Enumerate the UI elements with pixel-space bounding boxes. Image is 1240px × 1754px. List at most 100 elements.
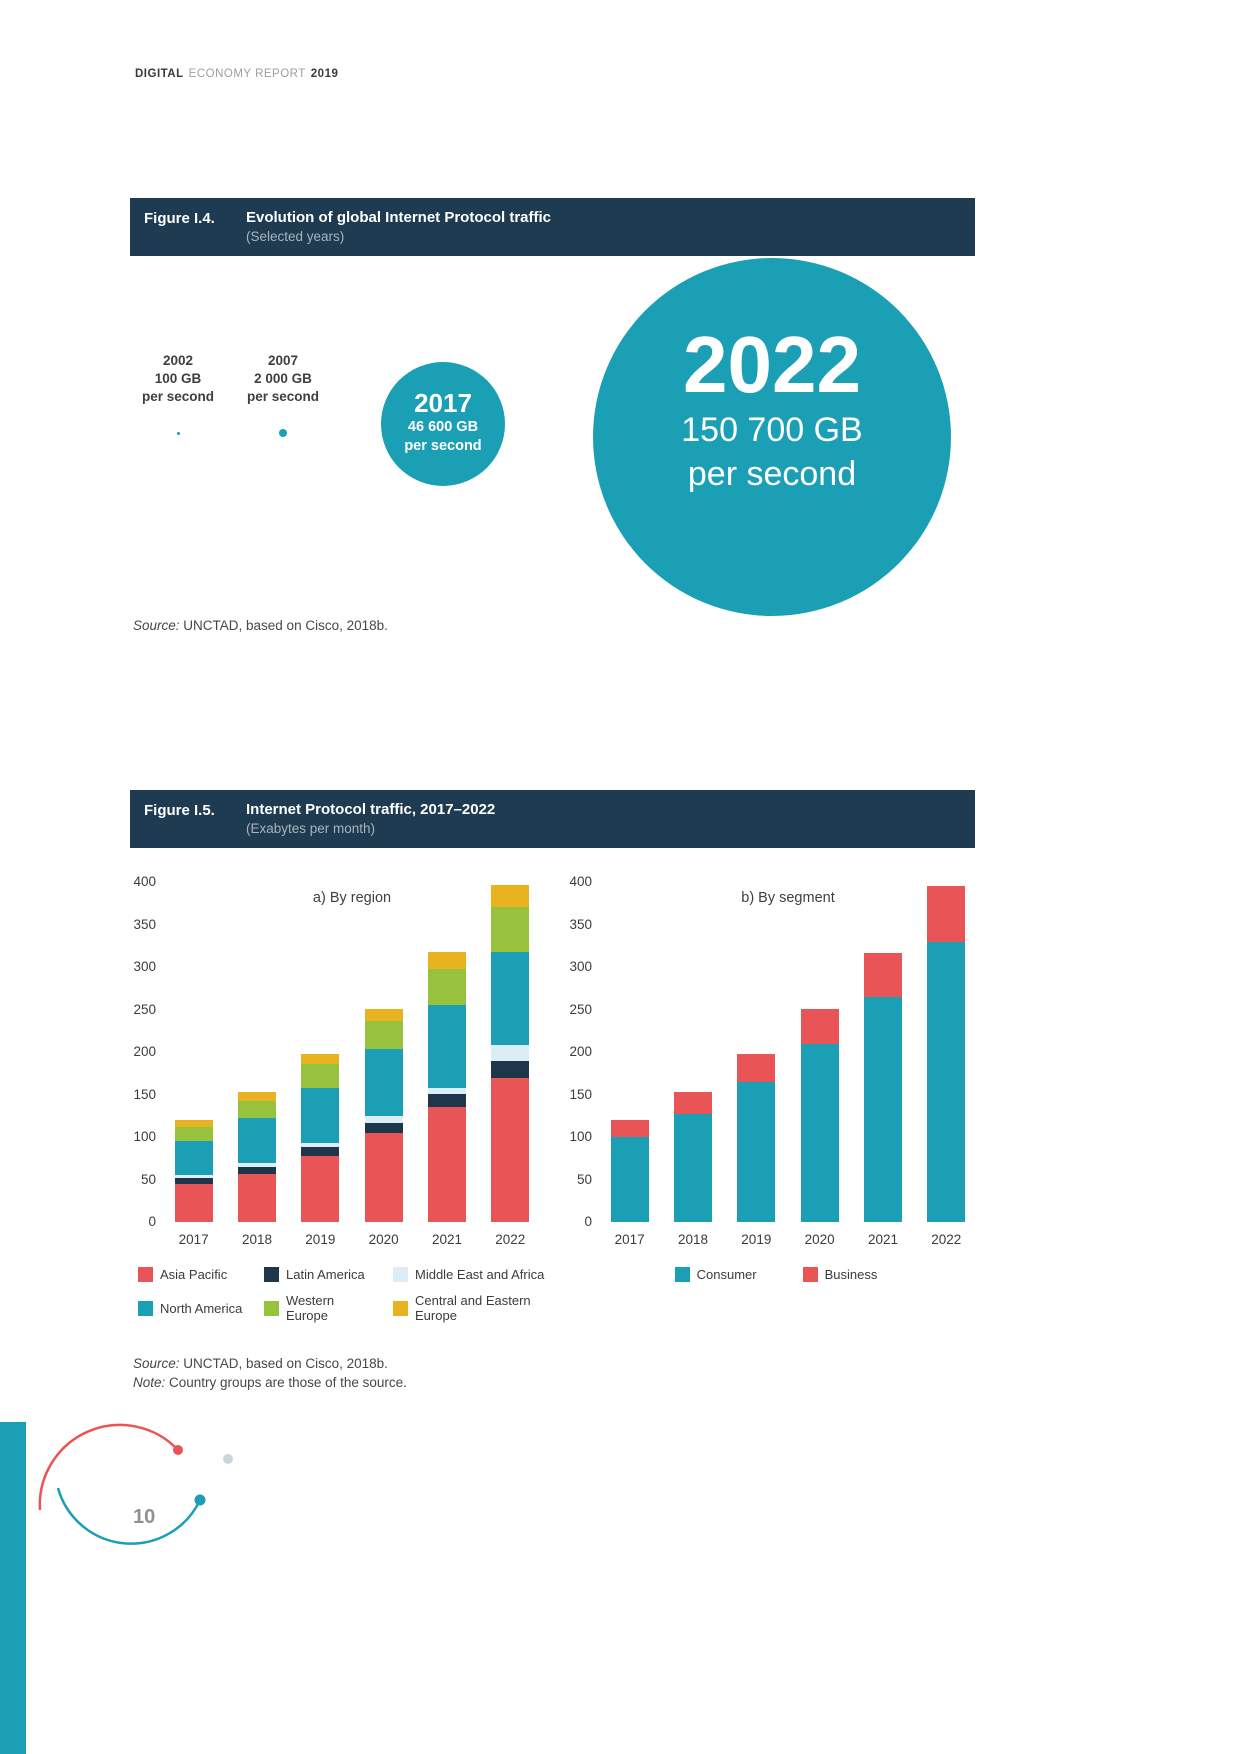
figure-5: Figure I.5. Internet Protocol traffic, 2…: [130, 790, 975, 849]
segment-western-europe: [427, 969, 466, 1006]
y-tick-50: 50: [140, 1171, 156, 1187]
legend-label-north-america: North America: [160, 1300, 243, 1316]
figure-5-subtitle: (Exabytes per month): [246, 821, 376, 837]
legend-item-middle-east-and-africa: Middle East and Africa: [393, 1267, 550, 1282]
segment-north-america: [237, 1118, 276, 1164]
x-tick-2017: 2017: [178, 1232, 209, 1247]
y-axis-segment: 0 50 100 150 200 250 300 350 400: [566, 874, 598, 1229]
figure-4-source: Source: UNCTAD, based on Cisco, 2018b.: [133, 616, 388, 635]
segment-north-america: [427, 1005, 466, 1088]
segment-consumer: [610, 1137, 649, 1222]
segment-asia-pacific: [301, 1155, 340, 1222]
figure-4-title: Evolution of global Internet Protocol tr…: [246, 209, 552, 226]
milestone-2007-value: 2 000 GB: [254, 371, 312, 387]
plot-area-segment: b) By segment: [598, 882, 978, 1222]
header-report-year: 2019: [310, 68, 339, 80]
milestone-2002-value: 100 GB: [154, 371, 202, 387]
chart-by-region: 0 50 100 150 200 250 300 350 400 a) By region 20…: [130, 870, 550, 1323]
note-text: Country groups are those of the source.: [165, 1375, 407, 1390]
y-tick-0: 0: [584, 1214, 592, 1229]
figure-5-source-note: Source: UNCTAD, based on Cisco, 2018b. N…: [133, 1354, 407, 1392]
y-tick-250: 250: [133, 1001, 156, 1017]
x-tick-2018: 2018: [241, 1232, 273, 1247]
milestone-2007: 2007 2 000 GB per second: [228, 352, 338, 442]
deco-dot-gray: [223, 1454, 233, 1464]
legend-label-asia-pacific: Asia Pacific: [160, 1267, 228, 1282]
y-tick-350: 350: [133, 916, 156, 932]
segment-middle-east-and-africa: [301, 1142, 340, 1148]
bar-2021: [415, 882, 478, 1222]
legend-swatch-western-europe: [264, 1300, 279, 1316]
segment-latin-america: [364, 1122, 403, 1133]
x-axis-labels-region: 2017 2018 2019 2020 2021 2022: [162, 1222, 542, 1247]
stacked-bar-2018: [237, 1092, 276, 1222]
stacked-bar-2021: [863, 952, 902, 1222]
x-tick-2018: 2018: [677, 1232, 709, 1247]
x-tick-2022: 2022: [931, 1232, 962, 1247]
bar-2020: [788, 882, 851, 1222]
segment-business: [927, 886, 966, 942]
segment-asia-pacific: [427, 1107, 466, 1222]
bar-2018: [661, 882, 724, 1222]
legend-item-central-and-eastern-europe: Central and Eastern Europe: [393, 1293, 550, 1323]
bar-2018: [225, 882, 288, 1222]
bar-2017: [162, 882, 225, 1222]
x-tick-2022: 2022: [495, 1232, 526, 1247]
legend-swatch-consumer: [674, 1267, 690, 1282]
y-tick-100: 100: [569, 1129, 592, 1144]
segment-north-america: [301, 1087, 340, 1143]
segment-asia-pacific: [174, 1183, 213, 1222]
bar-2019: [725, 882, 788, 1222]
segment-asia-pacific: [237, 1173, 276, 1222]
segment-central-and-eastern-europe: [364, 1008, 403, 1022]
circle-2022-year: 2022: [683, 320, 861, 410]
segment-consumer: [927, 941, 966, 1222]
segment-central-and-eastern-europe: [491, 885, 530, 907]
stacked-bar-2021: [427, 952, 466, 1222]
segment-latin-america: [427, 1094, 466, 1108]
figure-5-header-bar: Figure I.5. Internet Protocol traffic, 2…: [130, 790, 975, 849]
traffic-growth-visual: 2002 100 GB per second 2007 2 000 GB per…: [130, 256, 975, 686]
page-edge-bar: [0, 1422, 26, 1754]
chart-title-segment: b) By segment: [741, 890, 835, 906]
source-label: Source:: [133, 618, 180, 633]
deco-dot-red: [173, 1445, 183, 1455]
segment-north-america: [174, 1141, 213, 1176]
y-tick-0: 0: [148, 1214, 156, 1229]
stacked-bar-2020: [364, 1008, 403, 1222]
stacked-bar-2017: [174, 1119, 213, 1222]
milestone-2007-unit: per second: [246, 389, 320, 405]
page-number: 10: [133, 1506, 156, 1528]
figure-5-title: Internet Protocol traffic, 2017–2022: [246, 801, 496, 818]
bar-2020: [352, 882, 415, 1222]
circle-2022-value: 150 700 GB: [681, 411, 863, 450]
x-tick-2019: 2019: [741, 1232, 772, 1247]
legend-swatch-asia-pacific: [138, 1267, 153, 1282]
bar-2017: [598, 882, 661, 1222]
chart-title-region: a) By region: [312, 890, 392, 906]
segment-north-america: [491, 951, 530, 1046]
stacked-bar-2018: [673, 1091, 712, 1222]
legend-label-middle-east-and-africa: Middle East and Africa: [415, 1267, 545, 1282]
segment-middle-east-and-africa: [174, 1175, 213, 1178]
segment-western-europe: [491, 906, 530, 952]
legend-label-western-europe: Western Europe: [286, 1293, 335, 1323]
segment-middle-east-and-africa: [364, 1115, 403, 1123]
stacked-bar-2019: [301, 1053, 340, 1222]
source-text: UNCTAD, based on Cisco, 2018b.: [179, 618, 388, 633]
header-report-name-muted: ECONOMY REPORT: [188, 68, 306, 80]
segment-consumer: [800, 1043, 839, 1222]
deco-arc-red: [38, 1423, 179, 1511]
legend-label-latin-america: Latin America: [286, 1267, 365, 1282]
x-axis-labels-segment: 2017 2018 2019 2020 2021 2022: [598, 1222, 978, 1247]
y-tick-400: 400: [133, 874, 156, 889]
segment-western-europe: [237, 1101, 276, 1119]
circle-2017-value: 46 600 GB: [407, 419, 479, 436]
stacked-bar-2017: [610, 1120, 649, 1222]
segment-central-and-eastern-europe: [427, 952, 466, 970]
x-tick-2019: 2019: [305, 1232, 336, 1247]
segment-business: [673, 1091, 712, 1114]
bar-2021: [851, 882, 914, 1222]
y-tick-200: 200: [133, 1044, 156, 1059]
segment-latin-america: [301, 1147, 340, 1156]
